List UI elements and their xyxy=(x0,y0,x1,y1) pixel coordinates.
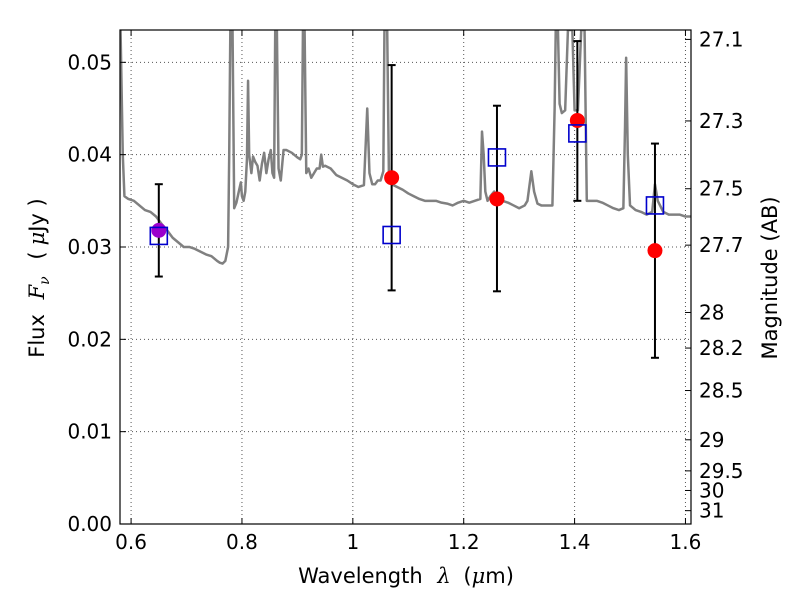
observed-point xyxy=(647,243,663,259)
x-axis-title-prefix: Wavelength xyxy=(298,564,423,588)
y-tick-label: 0.03 xyxy=(67,235,112,259)
mag-tick-label: 28 xyxy=(699,300,724,324)
mag-tick-label: 27.3 xyxy=(699,109,744,133)
mag-tick-label: 29.5 xyxy=(699,459,744,483)
x-axis-ticks: 0.6 0.8 1 1.2 1.4 1.6 xyxy=(115,30,701,554)
observed-point xyxy=(151,222,167,238)
observed-point xyxy=(384,170,400,186)
y-axis-title-rest: Jy ) xyxy=(25,198,49,234)
y-axis-title-mu: μ xyxy=(25,232,49,246)
mag-tick-label: 28.2 xyxy=(699,336,744,360)
y-axis-title-symbol: F xyxy=(25,283,49,300)
observed-points xyxy=(151,112,663,259)
x-axis-title-mu: μ xyxy=(472,564,486,588)
observed-point xyxy=(569,112,585,128)
y-tick-label: 0.04 xyxy=(67,143,112,167)
y-tick-label: 0.01 xyxy=(67,420,112,444)
x-tick-label: 0.6 xyxy=(115,530,147,554)
x-tick-label: 1.4 xyxy=(559,530,591,554)
model-photometry-square xyxy=(382,225,401,245)
mag-tick-label: 27.5 xyxy=(699,177,744,201)
y-axis-ticks: 0.00 0.01 0.02 0.03 0.04 0.05 xyxy=(67,50,126,536)
x-tick-label: 1.6 xyxy=(670,530,702,554)
x-tick-label: 1.2 xyxy=(448,530,480,554)
model-photometry-square xyxy=(568,124,587,143)
model-photometry-square xyxy=(149,226,169,246)
x-tick-label: 1 xyxy=(346,530,359,554)
mag-tick-label: 30 xyxy=(699,478,724,502)
x-axis-title: Wavelength λ (μm) xyxy=(298,564,514,588)
y-axis-title-sub: ν xyxy=(37,276,53,285)
x-axis-title-symbol: λ xyxy=(436,564,450,588)
x-tick-label: 0.8 xyxy=(226,530,258,554)
y-axis-title-prefix: Flux xyxy=(25,314,49,358)
y-axis-title: Flux Fν ( μJy ) xyxy=(25,198,54,357)
mag-tick-label: 31 xyxy=(699,499,724,523)
mag-tick-label: 28.5 xyxy=(699,379,744,403)
observed-point xyxy=(489,191,505,207)
mag-tick-label: 29 xyxy=(699,428,724,452)
mag-tick-label: 27.7 xyxy=(699,233,744,257)
x-axis-title-rest: m) xyxy=(485,564,514,588)
y-tick-label: 0.00 xyxy=(67,512,112,536)
model-photometry-squares xyxy=(149,124,665,246)
model-photometry-square xyxy=(487,148,507,167)
y-axis-title-open: ( xyxy=(25,251,49,259)
y-tick-label: 0.05 xyxy=(67,50,112,74)
y-tick-label: 0.02 xyxy=(67,327,112,351)
model-photometry-square xyxy=(645,196,665,215)
plot-frame xyxy=(119,29,692,525)
magnitude-axis-title: Magnitude (AB) xyxy=(758,196,782,359)
x-axis-title-open: ( xyxy=(463,564,471,588)
mag-tick-label: 27.1 xyxy=(699,27,744,51)
